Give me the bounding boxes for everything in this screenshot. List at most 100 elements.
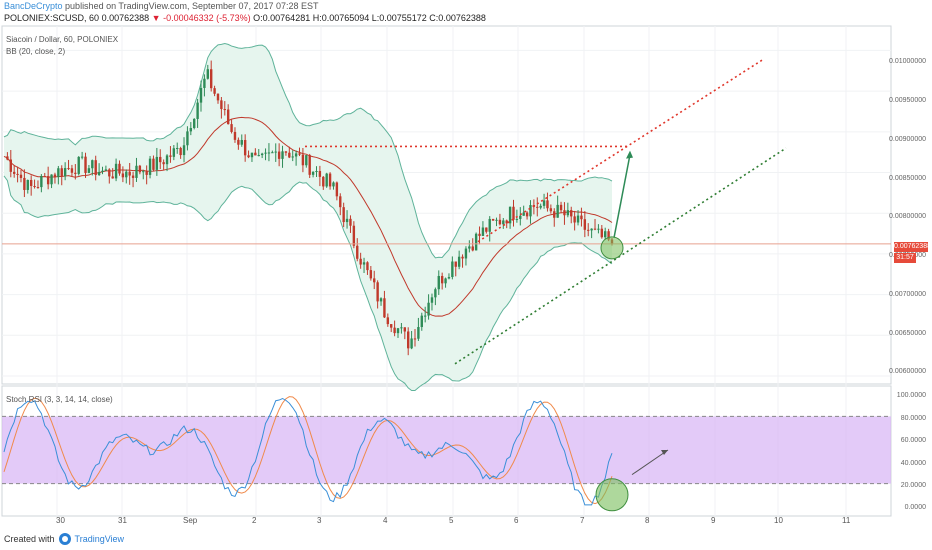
candle-body	[369, 270, 373, 279]
candle-body	[386, 317, 390, 325]
stoch-rsi-label[interactable]: Stoch RSI (3, 3, 14, 14, close)	[6, 395, 113, 404]
candle-body	[478, 233, 481, 236]
time-axis-label: 7	[580, 516, 585, 525]
candle-body	[423, 315, 427, 317]
candle-body	[407, 331, 410, 349]
candle-body	[291, 156, 294, 158]
candle-body	[128, 171, 131, 176]
arrow-head-icon	[626, 150, 633, 159]
candle-body	[434, 289, 437, 298]
candle-body	[216, 93, 220, 101]
time-axis-label: 30	[56, 516, 65, 525]
symbol-label: POLONIEX:SCUSD, 60	[4, 13, 100, 23]
time-axis-label: 3	[317, 516, 322, 525]
candle-body	[345, 218, 349, 223]
candle-body	[573, 216, 576, 223]
change-value: -0.00046332 (-5.73%)	[163, 13, 251, 23]
candle-body	[26, 180, 29, 190]
candle-body	[172, 148, 176, 157]
candle-body	[488, 218, 491, 232]
candle-body	[237, 139, 240, 145]
candle-body	[243, 140, 247, 156]
rsi-arrow-head-icon	[661, 450, 668, 455]
candle-body	[19, 174, 23, 178]
candle-body	[546, 200, 549, 209]
candle-body	[604, 231, 607, 238]
candle-body	[315, 171, 318, 173]
candle-body	[576, 215, 580, 223]
time-axis-label: 2	[252, 516, 257, 525]
price-axis-label: 0.00850000	[889, 175, 926, 182]
candle-body	[536, 206, 539, 208]
candle-body	[250, 152, 254, 158]
candle-body	[362, 262, 366, 265]
author-link[interactable]: BancDeCrypto	[4, 1, 63, 11]
candle-body	[529, 205, 532, 217]
candle-body	[267, 152, 271, 154]
candle-body	[373, 278, 376, 283]
pane-title: Siacoin / Dollar, 60, POLONIEX	[6, 35, 119, 44]
rsi-axis-label: 80.0000	[900, 415, 926, 422]
candle-body	[131, 175, 135, 178]
candle-body	[420, 315, 423, 328]
candle-body	[349, 218, 352, 226]
tradingview-link[interactable]: TradingView	[74, 534, 125, 544]
candle-body	[111, 176, 114, 179]
highlight-circle	[600, 236, 624, 260]
candle-body	[570, 210, 573, 217]
candle-body	[539, 205, 542, 208]
candle-body	[318, 171, 322, 177]
candle-body	[505, 220, 508, 224]
candle-body	[189, 128, 193, 132]
rsi-axis-label: 100.0000	[896, 392, 926, 399]
candle-body	[393, 327, 396, 334]
candle-body	[162, 162, 165, 165]
candle-body	[57, 168, 60, 178]
candle-body	[410, 338, 413, 349]
candle-body	[114, 163, 118, 179]
candle-body	[138, 165, 142, 173]
candle-body	[209, 69, 213, 89]
candle-body	[366, 262, 369, 271]
time-axis-label: 11	[842, 516, 851, 525]
candle-body	[447, 277, 451, 279]
candle-body	[597, 228, 600, 230]
candle-body	[135, 165, 138, 178]
candle-body	[203, 78, 206, 88]
price-axis-label: 0.00600000	[889, 368, 926, 375]
candle-body	[80, 156, 84, 158]
candle-body	[63, 168, 67, 177]
candle-body	[525, 212, 529, 217]
candle-body	[206, 69, 209, 79]
candle-body	[437, 275, 440, 290]
candle-body	[332, 182, 335, 187]
bb-indicator-label[interactable]: BB (20, close, 2)	[6, 47, 66, 56]
footer: Created with TradingView	[4, 533, 124, 545]
candle-body	[230, 124, 233, 132]
candle-body	[566, 210, 570, 216]
candle-body	[91, 160, 94, 169]
candle-body	[220, 100, 223, 110]
candle-body	[155, 156, 159, 170]
time-axis-label: 5	[449, 516, 454, 525]
stoch-d-line	[3, 396, 613, 505]
candle-body	[335, 182, 339, 197]
candle-body	[233, 131, 237, 140]
candle-body	[457, 256, 461, 267]
candle-body	[74, 172, 77, 174]
candle-body	[240, 140, 243, 145]
candle-body	[9, 159, 12, 172]
candle-body	[474, 233, 478, 251]
candle-body	[427, 302, 430, 316]
time-axis-label: Sep	[183, 516, 198, 525]
candle-body	[288, 152, 291, 158]
candle-body	[254, 152, 257, 156]
candle-body	[417, 327, 420, 339]
candle-body	[277, 151, 281, 159]
candle-body	[491, 218, 495, 221]
candle-body	[519, 215, 522, 219]
price-axis-label: 0.01000000	[889, 58, 926, 65]
candle-body	[67, 168, 70, 170]
candle-body	[298, 153, 301, 155]
